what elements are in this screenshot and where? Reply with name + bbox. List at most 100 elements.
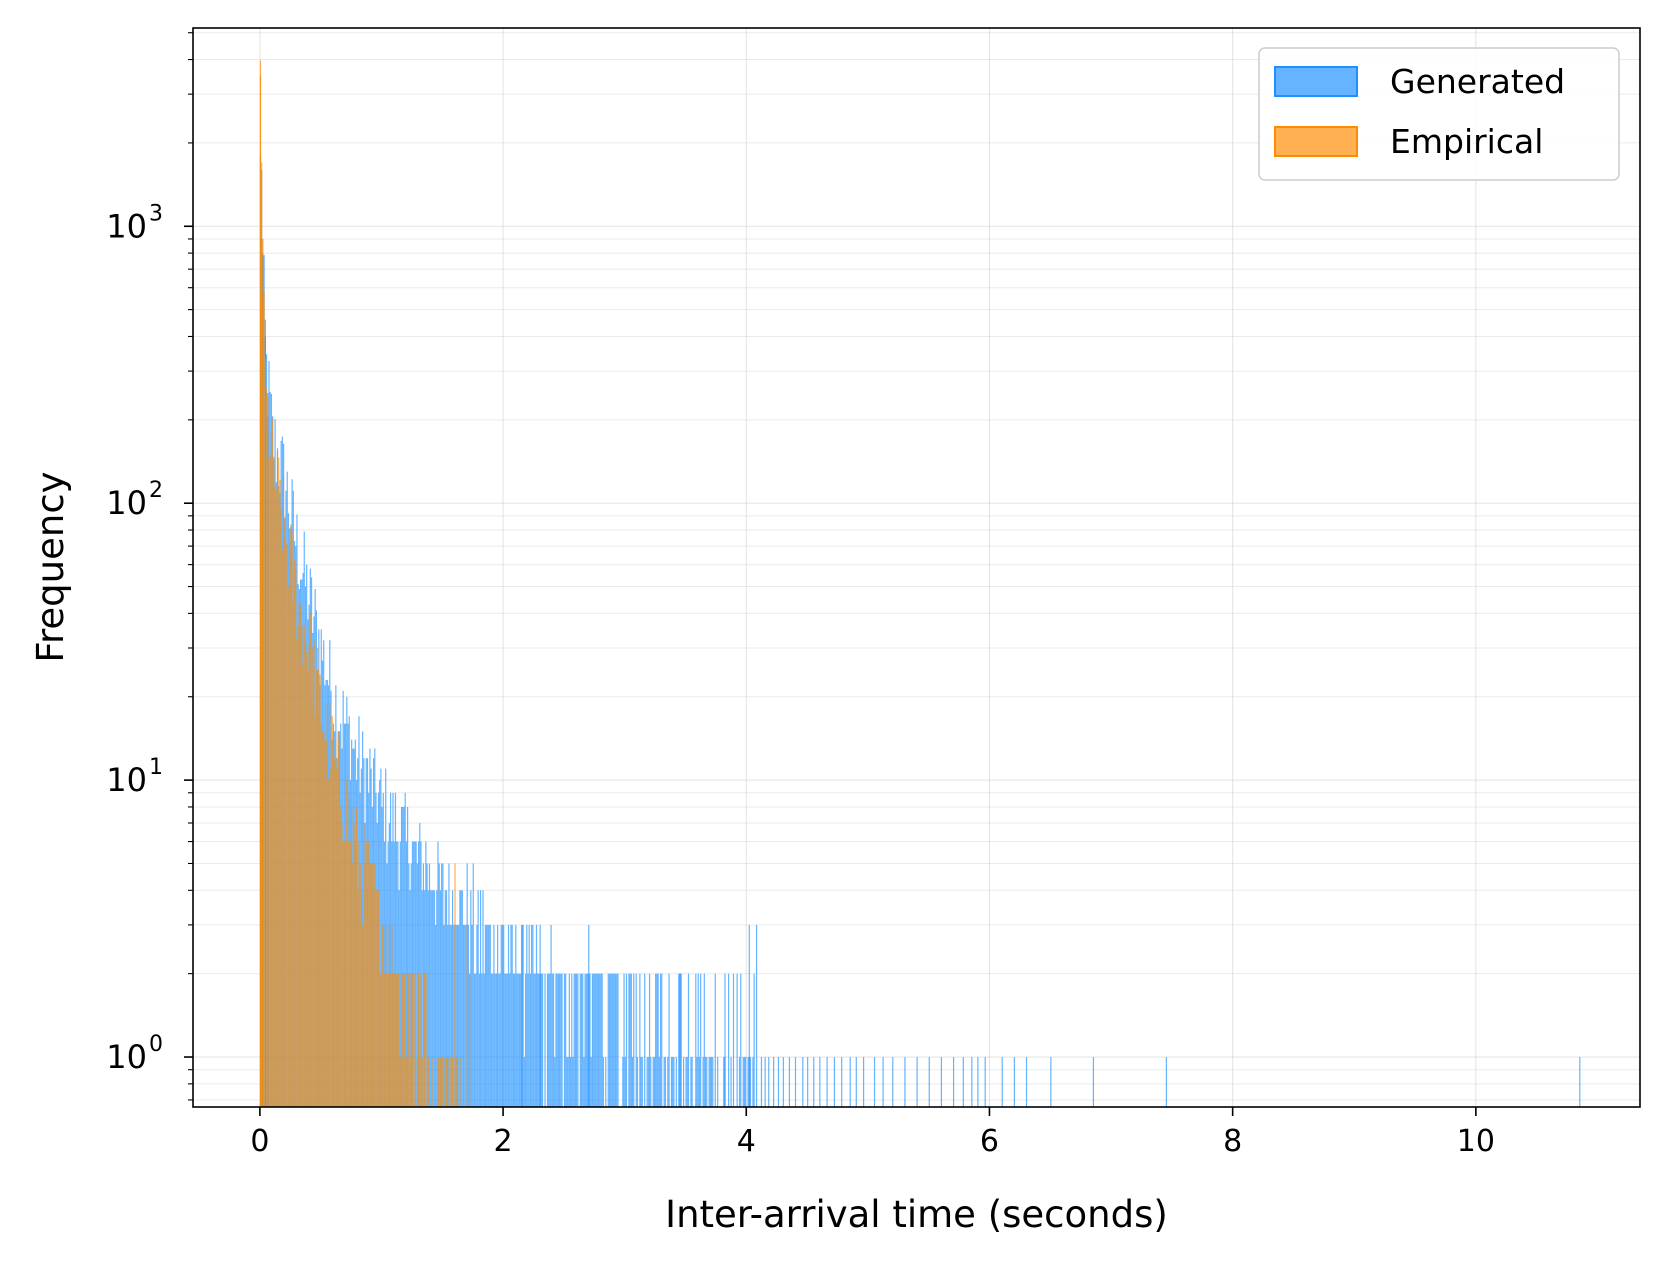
generated-bar	[501, 924, 504, 1107]
generated-bar	[813, 1057, 815, 1107]
generated-bar	[557, 973, 559, 1107]
generated-bar	[534, 973, 536, 1107]
empirical-bar	[325, 739, 327, 1107]
generated-bar	[904, 1057, 906, 1107]
generated-bar	[499, 973, 501, 1107]
generated-bar	[698, 1057, 701, 1107]
generated-bar	[728, 973, 730, 1107]
generated-bar	[625, 973, 628, 1107]
generated-bar	[554, 1057, 556, 1107]
generated-bar	[624, 1057, 626, 1107]
x-tick-label: 8	[1223, 1124, 1242, 1159]
generated-bar	[493, 924, 495, 1107]
generated-bar	[551, 973, 553, 1107]
generated-bar	[743, 1057, 746, 1107]
generated-bar	[622, 1057, 624, 1107]
generated-bar	[768, 1057, 770, 1107]
y-tick-label: 10	[106, 207, 147, 245]
generated-bar	[552, 973, 555, 1107]
generated-bar	[447, 924, 449, 1107]
generated-bar	[504, 973, 506, 1107]
empirical-bar	[396, 973, 398, 1107]
generated-bar	[629, 973, 631, 1107]
empirical-bar	[343, 841, 345, 1107]
empirical-bar	[351, 806, 353, 1107]
generated-bar	[490, 973, 493, 1107]
empirical-bar	[296, 640, 298, 1107]
empirical-bar	[376, 890, 378, 1107]
generated-bar	[484, 924, 487, 1107]
generated-bar	[532, 924, 534, 1107]
y-axis-title: Frequency	[29, 471, 72, 662]
generated-bar	[760, 1057, 763, 1107]
generated-bar	[523, 1057, 525, 1107]
generated-bar	[1092, 1057, 1095, 1107]
generated-bar	[586, 973, 589, 1107]
empirical-bar	[259, 75, 262, 1108]
generated-bar	[549, 973, 551, 1107]
empirical-bar	[431, 1057, 433, 1107]
x-tick-label: 0	[250, 1124, 269, 1159]
empirical-bar	[417, 973, 420, 1107]
generated-bar	[690, 1057, 692, 1107]
generated-bar	[639, 973, 641, 1107]
empirical-bar	[291, 531, 293, 1107]
generated-bar	[657, 973, 659, 1107]
empirical-bar	[409, 1057, 411, 1107]
generated-bar	[540, 973, 542, 1107]
generated-bar	[595, 973, 597, 1107]
generated-bar	[602, 1057, 604, 1107]
generated-bar	[517, 973, 519, 1107]
generated-bar	[628, 973, 630, 1107]
generated-bar	[723, 1057, 725, 1107]
generated-bar	[580, 973, 583, 1107]
generated-bar	[487, 924, 489, 1107]
generated-bar	[476, 924, 478, 1107]
generated-bar	[407, 806, 409, 1107]
legend: Generated Empirical	[1258, 47, 1620, 181]
generated-bar	[656, 973, 658, 1107]
generated-bar	[405, 841, 407, 1107]
generated-bar	[416, 863, 418, 1107]
generated-bar	[541, 973, 544, 1107]
empirical-bar	[310, 702, 313, 1107]
generated-bar	[482, 890, 484, 1107]
generated-bar	[556, 973, 558, 1107]
generated-bar	[928, 1057, 930, 1107]
generated-bar	[509, 973, 511, 1107]
generated-bar	[717, 1057, 719, 1107]
generated-bar	[538, 973, 540, 1107]
generated-bar	[613, 973, 615, 1107]
empirical-bar	[426, 973, 428, 1107]
empirical-bar	[262, 238, 264, 1108]
empirical-bar	[324, 739, 326, 1107]
generated-bar	[673, 1057, 675, 1107]
generated-bar	[607, 973, 609, 1107]
legend-swatch-generated	[1274, 66, 1358, 97]
generated-bar	[569, 1057, 572, 1107]
generated-bar	[404, 792, 406, 1107]
generated-bar	[510, 924, 512, 1107]
generated-bar	[506, 973, 508, 1107]
generated-bar	[430, 890, 432, 1107]
generated-bar	[568, 973, 570, 1107]
generated-bar	[679, 973, 681, 1107]
empirical-bar	[306, 652, 308, 1107]
generated-bar	[1025, 1057, 1028, 1107]
generated-bar	[1001, 1057, 1003, 1107]
generated-bar	[483, 973, 485, 1107]
generated-bar	[664, 1057, 666, 1107]
generated-bar	[611, 973, 613, 1107]
generated-bar	[1165, 1057, 1167, 1107]
generated-bar	[572, 1057, 574, 1107]
empirical-bar	[394, 973, 397, 1107]
generated-bar	[635, 973, 637, 1107]
generated-bar	[748, 924, 750, 1107]
empirical-bar	[447, 1057, 449, 1107]
y-tick-exponent: 0	[149, 1032, 163, 1057]
generated-bar	[498, 973, 500, 1107]
empirical-bar	[319, 674, 321, 1107]
generated-bar	[571, 973, 573, 1107]
generated-bar	[962, 1057, 964, 1107]
